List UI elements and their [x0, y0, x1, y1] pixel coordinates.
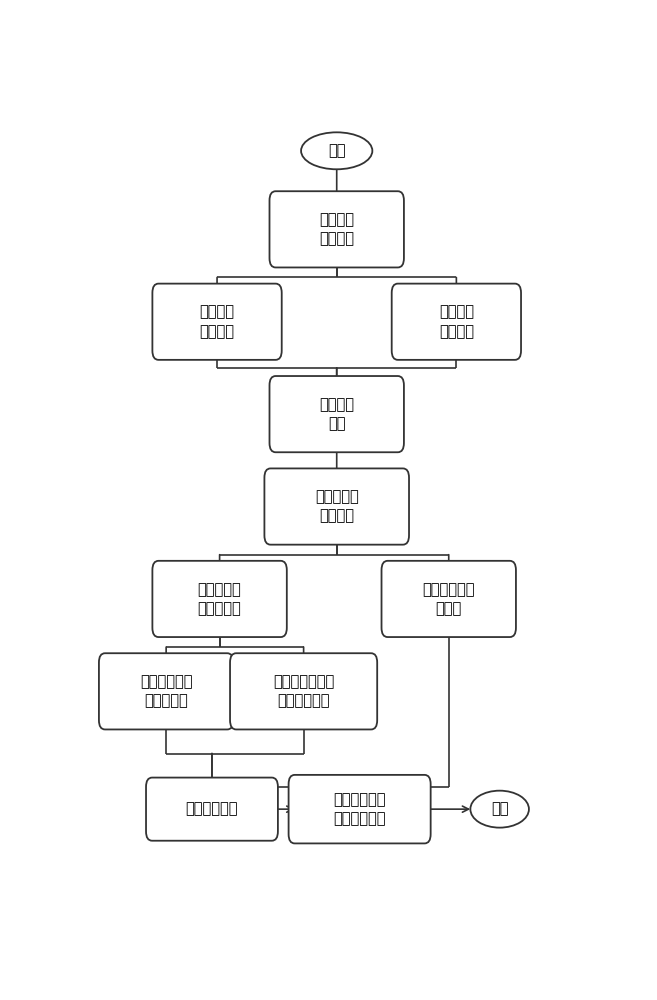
FancyBboxPatch shape	[392, 284, 521, 360]
Ellipse shape	[301, 132, 373, 169]
Text: 按月自动采
样相邻卡口: 按月自动采 样相邻卡口	[198, 582, 242, 616]
Text: 结束: 结束	[491, 802, 509, 817]
FancyBboxPatch shape	[382, 561, 516, 637]
FancyBboxPatch shape	[152, 284, 282, 360]
Text: 定时提取
卡口数据: 定时提取 卡口数据	[439, 305, 474, 339]
Ellipse shape	[470, 791, 529, 828]
FancyBboxPatch shape	[152, 561, 287, 637]
FancyBboxPatch shape	[288, 775, 430, 843]
Text: 清洗重复
数据: 清洗重复 数据	[319, 397, 354, 431]
Text: 平均延误比值: 平均延误比值	[186, 802, 238, 817]
FancyBboxPatch shape	[146, 778, 278, 841]
FancyBboxPatch shape	[99, 653, 233, 729]
FancyBboxPatch shape	[230, 653, 377, 729]
Text: 计算相邻卡口对
自由行程时间: 计算相邻卡口对 自由行程时间	[273, 674, 334, 708]
FancyBboxPatch shape	[264, 468, 409, 545]
Text: 计算相邻卡口
对加权权重: 计算相邻卡口 对加权权重	[140, 674, 193, 708]
Text: 开始: 开始	[328, 143, 346, 158]
Text: 提取历史
卡口数据: 提取历史 卡口数据	[200, 305, 235, 339]
Text: 根据映射关系
计算交通指数: 根据映射关系 计算交通指数	[333, 792, 386, 826]
FancyBboxPatch shape	[269, 376, 404, 452]
Text: 计算卡口对行
程时间: 计算卡口对行 程时间	[422, 582, 475, 616]
FancyBboxPatch shape	[269, 191, 404, 267]
Text: 构建卡口对
通行记录: 构建卡口对 通行记录	[315, 489, 359, 524]
Text: 卡口数据
采集单元: 卡口数据 采集单元	[319, 212, 354, 246]
